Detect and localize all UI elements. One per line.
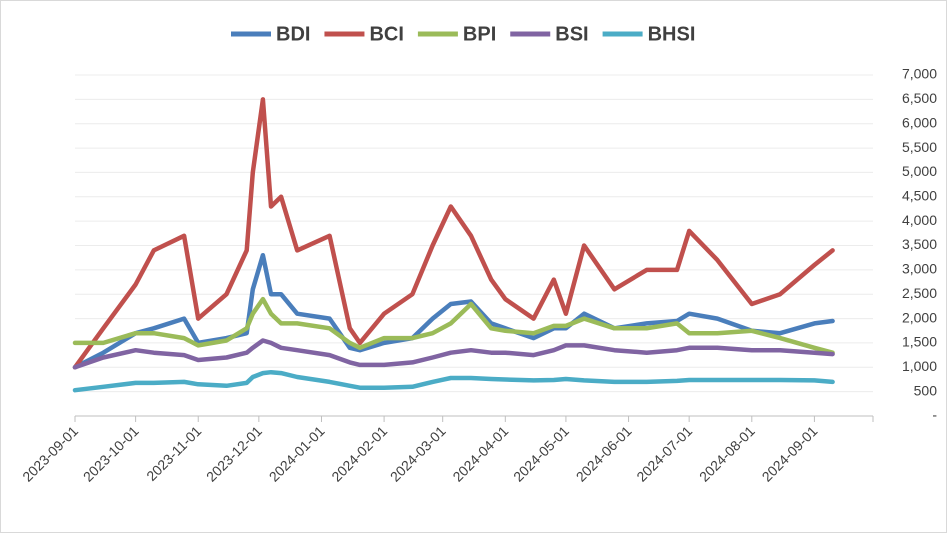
series-line: [72, 252, 835, 370]
series-line: [72, 296, 835, 355]
y-tick-label: 3,500: [902, 236, 937, 252]
y-tick-label: 1,500: [902, 334, 937, 350]
legend-label: BSI: [555, 23, 588, 45]
y-tick-label: -: [932, 407, 937, 423]
y-tick-label: 500: [914, 382, 938, 398]
y-tick-label: 5,500: [902, 139, 937, 155]
y-tick-label: 1,000: [902, 358, 937, 374]
y-tick-label: 3,000: [902, 261, 937, 277]
legend-label: BPI: [463, 23, 496, 45]
legend-label: BCI: [369, 23, 403, 45]
y-tick-label: 4,000: [902, 212, 937, 228]
y-tick-label: 4,500: [902, 187, 937, 203]
y-tick-label: 5,000: [902, 163, 937, 179]
legend-label: BDI: [276, 23, 310, 45]
series-line: [72, 338, 835, 370]
y-tick-label: 7,000: [902, 66, 937, 82]
series-line: [72, 97, 835, 370]
y-tick-label: 2,500: [902, 285, 937, 301]
y-tick-label: 6,000: [902, 114, 937, 130]
y-tick-label: 2,000: [902, 309, 937, 325]
y-tick-label: 6,500: [902, 90, 937, 106]
legend-label: BHSI: [648, 23, 696, 45]
series-line: [72, 369, 835, 393]
